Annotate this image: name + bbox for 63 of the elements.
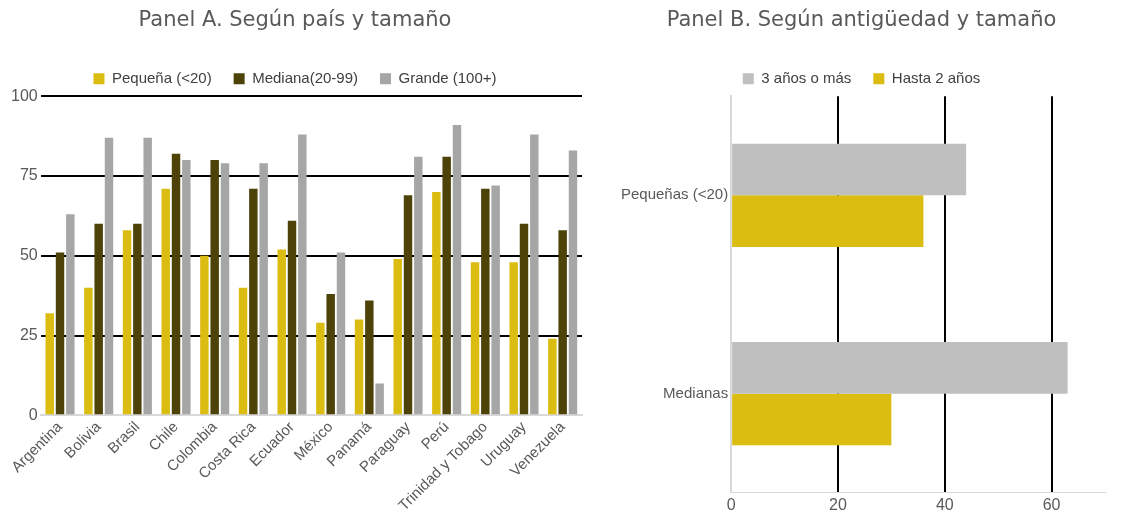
chart-title: Panel A. Según país y tamaño — [138, 7, 452, 32]
bar — [66, 214, 75, 415]
x-tick-label: 40 — [935, 495, 954, 513]
bar — [403, 195, 413, 415]
x-tick-label: 20 — [829, 495, 847, 513]
bar — [298, 134, 307, 415]
bar — [122, 230, 132, 415]
bar — [732, 393, 892, 446]
bar — [568, 150, 578, 415]
bar — [316, 322, 325, 415]
x-tick-label: 60 — [1042, 495, 1061, 513]
bar — [287, 220, 297, 415]
y-tick-label: 0 — [28, 405, 38, 423]
bar — [558, 230, 567, 415]
bar — [182, 160, 191, 415]
bar — [104, 137, 114, 415]
bar — [414, 156, 423, 415]
chart-title: Panel B. Según antigüedad y tamaño — [666, 7, 1057, 32]
y-tick-label: 75 — [19, 166, 38, 184]
bar — [732, 342, 1068, 394]
bar — [365, 300, 374, 415]
bar — [470, 262, 480, 415]
legend-label: Grande (100+) — [398, 68, 497, 86]
y-tick-label: 100 — [10, 86, 38, 104]
bar — [509, 262, 518, 415]
bar — [326, 294, 335, 415]
bar — [210, 160, 219, 415]
bar — [249, 188, 258, 415]
bar — [452, 124, 462, 415]
bar — [161, 188, 170, 415]
bar — [55, 252, 65, 415]
y-tick-label: Medianas — [663, 383, 729, 401]
bar — [548, 338, 557, 415]
bar — [336, 252, 346, 415]
bar — [45, 313, 54, 415]
legend-label: Pequeña (<20) — [111, 68, 212, 86]
bar — [133, 223, 142, 415]
bar — [530, 134, 539, 415]
bar — [259, 163, 268, 415]
bar — [481, 188, 490, 415]
bar — [491, 185, 500, 415]
legend-label: 3 años o más — [761, 68, 852, 86]
bar — [519, 223, 529, 415]
bar — [94, 223, 103, 415]
bar — [375, 383, 384, 415]
bar — [732, 195, 924, 247]
bar — [442, 156, 451, 415]
bar — [200, 255, 209, 415]
bar — [171, 153, 181, 415]
legend-label: Mediana(20-99) — [252, 68, 359, 86]
bar — [143, 137, 152, 415]
bar — [432, 191, 441, 415]
y-tick-label: 50 — [19, 246, 38, 264]
bar — [238, 287, 248, 415]
bar — [393, 258, 402, 415]
bar — [277, 249, 286, 415]
y-tick-label: Pequeñas (<20) — [620, 185, 729, 203]
legend-label: Hasta 2 años — [891, 68, 981, 86]
bar — [220, 163, 230, 415]
y-tick-label: 25 — [19, 325, 38, 343]
bar — [732, 143, 967, 196]
bar — [84, 287, 93, 415]
bar — [354, 319, 364, 415]
